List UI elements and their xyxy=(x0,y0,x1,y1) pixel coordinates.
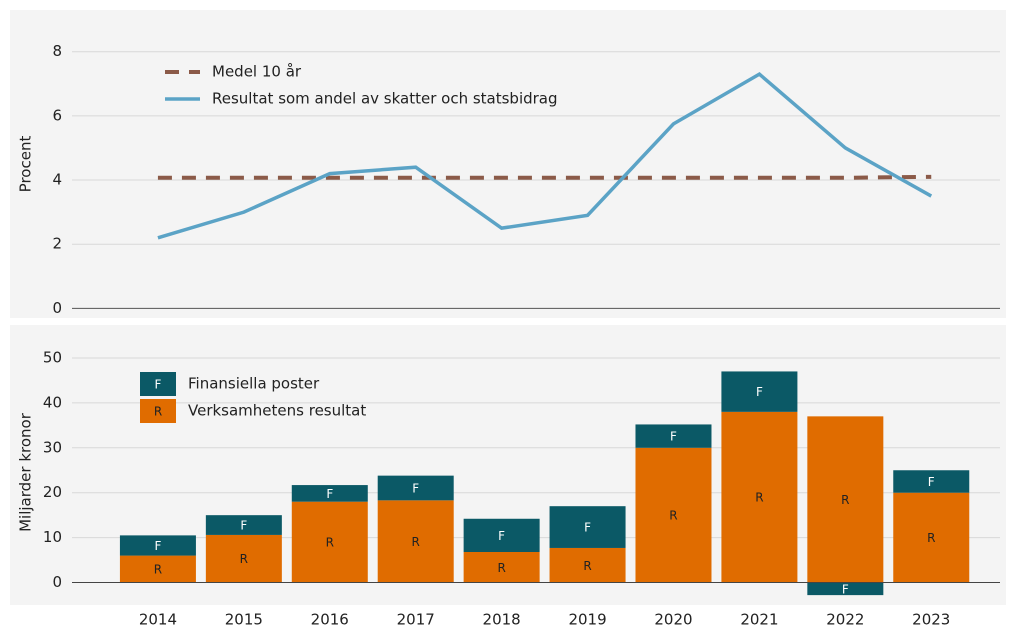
legend-label: Resultat som andel av skatter och statsb… xyxy=(212,90,558,108)
bar-segment xyxy=(463,518,540,552)
bar-segment xyxy=(119,535,196,556)
x-tick-label: 2020 xyxy=(654,611,692,629)
top-panel xyxy=(10,10,1006,318)
bar-segment xyxy=(119,555,196,583)
segment-label: R xyxy=(412,535,420,549)
line-series xyxy=(157,174,932,180)
legend-label: Medel 10 år xyxy=(212,63,302,81)
y-tick-label: 50 xyxy=(43,348,62,366)
segment-label: R xyxy=(326,536,334,550)
bar-segment xyxy=(893,492,970,583)
x-tick-label: 2015 xyxy=(225,611,263,629)
x-tick-label: 2018 xyxy=(483,611,521,629)
bar-segment xyxy=(721,411,798,583)
bar-segment xyxy=(807,582,884,596)
y-tick-label: 30 xyxy=(43,438,62,456)
y-tick-label: 0 xyxy=(52,299,62,317)
segment-label: R xyxy=(841,493,849,507)
bar-segment xyxy=(291,485,368,502)
segment-label: F xyxy=(584,521,591,535)
x-tick-label: 2019 xyxy=(568,611,606,629)
segment-label: R xyxy=(669,509,677,523)
bar-segment xyxy=(463,552,540,583)
bar-segment xyxy=(635,424,712,448)
x-tick-label: 2021 xyxy=(740,611,778,629)
segment-label: R xyxy=(927,531,935,545)
segment-label: R xyxy=(755,491,763,505)
line-series xyxy=(157,72,933,240)
bar-segment xyxy=(721,371,798,412)
legend-label: Verksamhetens resultat xyxy=(188,402,366,420)
segment-label: R xyxy=(497,561,505,575)
x-tick-label: 2017 xyxy=(397,611,435,629)
legend-swatch xyxy=(140,372,176,396)
y-axis-label: Procent xyxy=(17,136,35,193)
legend-swatch-label: F xyxy=(155,378,162,392)
x-tick-label: 2023 xyxy=(912,611,950,629)
segment-label: F xyxy=(670,430,677,444)
y-tick-label: 20 xyxy=(43,483,62,501)
segment-label: F xyxy=(756,385,763,399)
segment-label: F xyxy=(412,481,419,495)
segment-label: R xyxy=(583,559,591,573)
bar-segment xyxy=(549,506,626,548)
y-tick-label: 8 xyxy=(52,42,62,60)
bar-segment xyxy=(291,501,368,583)
y-tick-label: 6 xyxy=(52,106,62,124)
legend-label: Finansiella poster xyxy=(188,375,320,393)
segment-label: R xyxy=(154,563,162,577)
y-axis-label: Miljarder kronor xyxy=(17,412,35,532)
segment-label: F xyxy=(498,529,505,543)
bar-segment xyxy=(893,470,970,493)
segment-label: F xyxy=(326,487,333,501)
x-tick-label: 2016 xyxy=(311,611,349,629)
x-tick-label: 2014 xyxy=(139,611,177,629)
x-tick-label: 2022 xyxy=(826,611,864,629)
segment-label: F xyxy=(928,475,935,489)
bar-segment xyxy=(807,416,884,583)
bar-segment xyxy=(205,534,282,583)
legend-swatch-label: R xyxy=(154,405,162,419)
bar-segment xyxy=(635,447,712,583)
segment-label: R xyxy=(240,552,248,566)
y-tick-label: 4 xyxy=(52,171,62,189)
y-tick-label: 2 xyxy=(52,235,62,253)
y-tick-label: 0 xyxy=(52,573,62,591)
y-tick-label: 40 xyxy=(43,393,62,411)
bar-segment xyxy=(205,515,282,535)
y-tick-label: 10 xyxy=(43,528,62,546)
bar-segment xyxy=(549,547,626,583)
segment-label: F xyxy=(842,582,849,596)
bar-segment xyxy=(377,500,454,583)
bar-segment xyxy=(377,475,454,501)
legend-swatch xyxy=(140,399,176,423)
segment-label: F xyxy=(240,519,247,533)
segment-label: F xyxy=(154,539,161,553)
